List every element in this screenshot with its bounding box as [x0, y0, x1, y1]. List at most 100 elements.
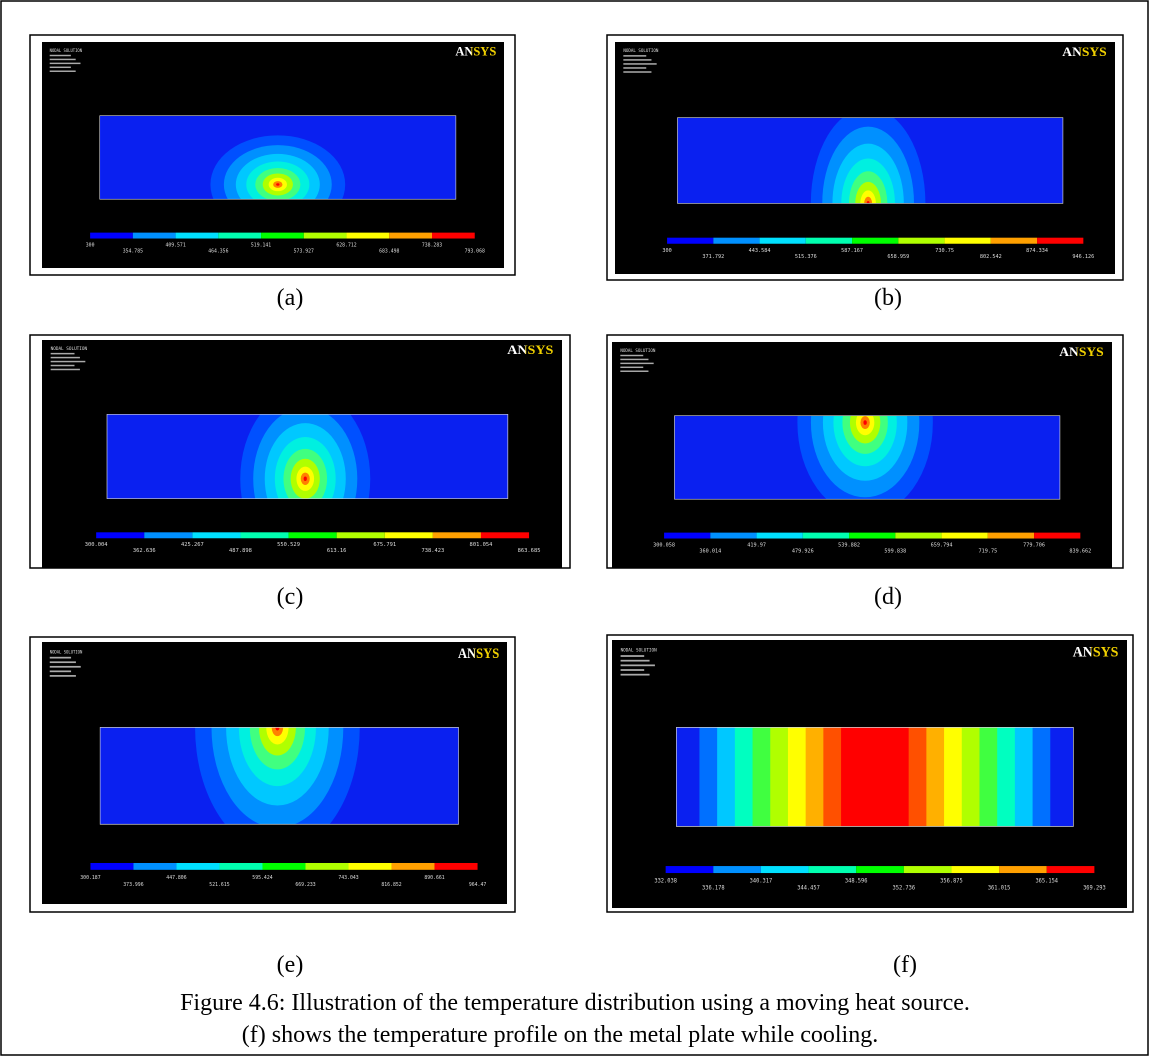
legend-value: 300.058	[653, 543, 675, 549]
legend-value: 348.596	[845, 878, 868, 884]
legend-swatch	[192, 532, 241, 539]
legend-swatch	[391, 862, 435, 870]
header-line	[620, 669, 645, 671]
contour	[866, 201, 870, 204]
contour	[864, 196, 873, 204]
legend-value: 669.233	[295, 881, 315, 887]
legend-value: 344.457	[797, 885, 820, 891]
contour	[276, 183, 280, 186]
header-line	[620, 664, 655, 667]
legend-swatch	[336, 532, 385, 539]
legend-swatch	[176, 862, 220, 870]
header-line	[49, 54, 71, 57]
legend-swatch	[665, 866, 714, 874]
legend-value: 890.661	[424, 875, 444, 881]
header-line	[620, 655, 645, 657]
header-line	[623, 63, 657, 65]
legend-swatch	[389, 232, 433, 239]
legend-swatch	[849, 532, 896, 539]
legend-swatch	[96, 532, 145, 539]
contours	[797, 415, 933, 500]
header-line	[623, 55, 647, 57]
contour	[275, 727, 280, 731]
header-line	[620, 362, 654, 365]
contour	[303, 476, 307, 482]
ansys-plot: NODAL SOLUTION ANSYS 300.004 362.636 425.267…	[50, 342, 553, 554]
legend-value: 515.376	[795, 254, 817, 260]
legend-value: 802.542	[980, 254, 1002, 260]
legend-swatch	[990, 237, 1038, 244]
legend-swatch	[219, 862, 263, 870]
legend-value: 365.154	[1035, 878, 1058, 884]
legend-swatch	[144, 532, 193, 539]
legend-value: 683.498	[379, 248, 399, 254]
legend-value: 354.785	[123, 248, 143, 254]
legend-value: 336.178	[702, 885, 725, 891]
ansys-plot: NODAL SOLUTION ANSYS 300.058 360.014 419.97 4…	[620, 344, 1104, 554]
plot-header: NODAL SOLUTION	[623, 48, 659, 53]
legend-value: 300	[662, 248, 671, 254]
plate-outline	[676, 727, 1074, 827]
legend-swatch	[713, 866, 761, 874]
header-line	[49, 661, 76, 664]
header-line	[49, 66, 71, 69]
legend-value: 332.038	[654, 878, 677, 884]
panel-frame	[606, 34, 1124, 281]
legend-swatch	[1037, 237, 1084, 244]
ansys-logo: ANSYS	[507, 342, 553, 356]
legend-value: 356.875	[940, 878, 963, 884]
legend-value: 613.16	[327, 548, 347, 554]
plate-outline	[99, 115, 457, 200]
header-line	[49, 665, 81, 668]
plate-outline	[99, 727, 459, 825]
legend-swatch	[480, 532, 530, 539]
legend-swatch	[667, 237, 714, 244]
legend-value: 539.882	[838, 543, 860, 549]
plot-header: NODAL SOLUTION	[621, 647, 657, 653]
legend-value: 479.926	[792, 548, 814, 554]
legend-swatch	[132, 232, 176, 239]
ansys-plot: NODAL SOLUTION ANSYS 300 371.792 443.584 515.…	[623, 44, 1107, 260]
legend-swatch	[802, 532, 850, 539]
ansys-logo: ANSYS	[455, 45, 496, 59]
header-line	[620, 366, 644, 369]
legend-value: 719.75	[978, 548, 997, 554]
legend-value: 658.959	[887, 254, 909, 260]
header-line	[623, 67, 647, 69]
legend-swatch	[240, 532, 289, 539]
legend-swatch	[805, 237, 853, 244]
plot-header: NODAL SOLUTION	[51, 346, 88, 351]
legend-swatch	[348, 862, 392, 870]
legend-swatch	[1046, 866, 1095, 874]
header-line	[620, 358, 649, 361]
legend-value: 362.636	[133, 548, 156, 554]
plate-outline	[106, 414, 509, 499]
legend-swatch	[1034, 532, 1081, 539]
header-line	[620, 370, 649, 372]
ansys-logo: ANSYS	[1062, 44, 1106, 59]
legend-value: 300.004	[85, 542, 108, 548]
legend-value: 659.794	[931, 543, 953, 549]
legend-swatch	[305, 862, 349, 870]
legend-value: 371.792	[702, 254, 724, 260]
plot-header: NODAL SOLUTION	[50, 649, 83, 654]
ansys-logo: ANSYS	[1073, 644, 1119, 661]
legend-value: 595.424	[252, 875, 272, 881]
legend-value: 487.898	[229, 548, 252, 554]
legend-swatch	[90, 232, 133, 239]
contours	[240, 414, 371, 499]
caption-line: Figure 4.6: Illustration of the temperat…	[180, 990, 970, 1016]
header-line	[50, 356, 80, 359]
legend-swatch	[856, 866, 904, 874]
legend-value: 587.167	[841, 248, 863, 254]
legend-swatch	[903, 866, 952, 874]
plate-outline	[674, 415, 1061, 500]
legend-swatch	[432, 232, 475, 239]
header-line	[49, 675, 76, 677]
legend-value: 738.423	[421, 548, 444, 554]
panel-label: (f)	[893, 952, 917, 978]
legend-value: 409.571	[165, 242, 185, 248]
ansys-plot: NODAL SOLUTION ANSYS 300.187 373.996 447.806…	[49, 645, 500, 888]
legend-swatch	[852, 237, 899, 244]
